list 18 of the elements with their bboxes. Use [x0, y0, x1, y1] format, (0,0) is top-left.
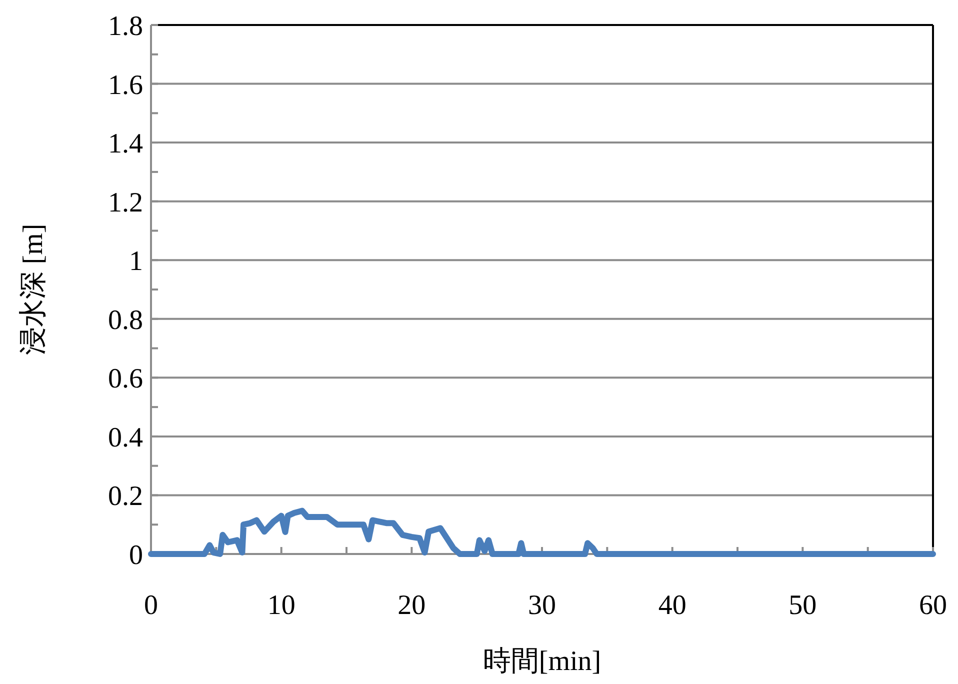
y-tick-label: 0.8: [108, 304, 143, 336]
y-tick-label: 1.8: [108, 11, 143, 42]
x-tick-label: 50: [788, 590, 817, 621]
x-tick-label: 20: [398, 590, 426, 621]
y-axis-title: 浸水深 [m]: [18, 224, 49, 356]
y-tick-label: 0: [129, 540, 143, 571]
x-tick-label: 60: [919, 590, 947, 621]
y-tick-label: 1.2: [108, 187, 143, 218]
y-tick-label: 0.2: [108, 481, 143, 512]
x-tick-label: 30: [528, 590, 556, 621]
x-tick-label: 10: [267, 590, 296, 621]
y-tick-label: 1.4: [108, 128, 143, 160]
x-tick-label: 40: [658, 590, 686, 621]
y-tick-label: 0.4: [108, 422, 143, 454]
y-tick-label: 0.6: [108, 364, 143, 395]
x-axis-title: 時間[min]: [482, 646, 602, 677]
y-tick-label: 1.6: [108, 70, 143, 101]
y-tick-label: 1: [129, 246, 143, 278]
